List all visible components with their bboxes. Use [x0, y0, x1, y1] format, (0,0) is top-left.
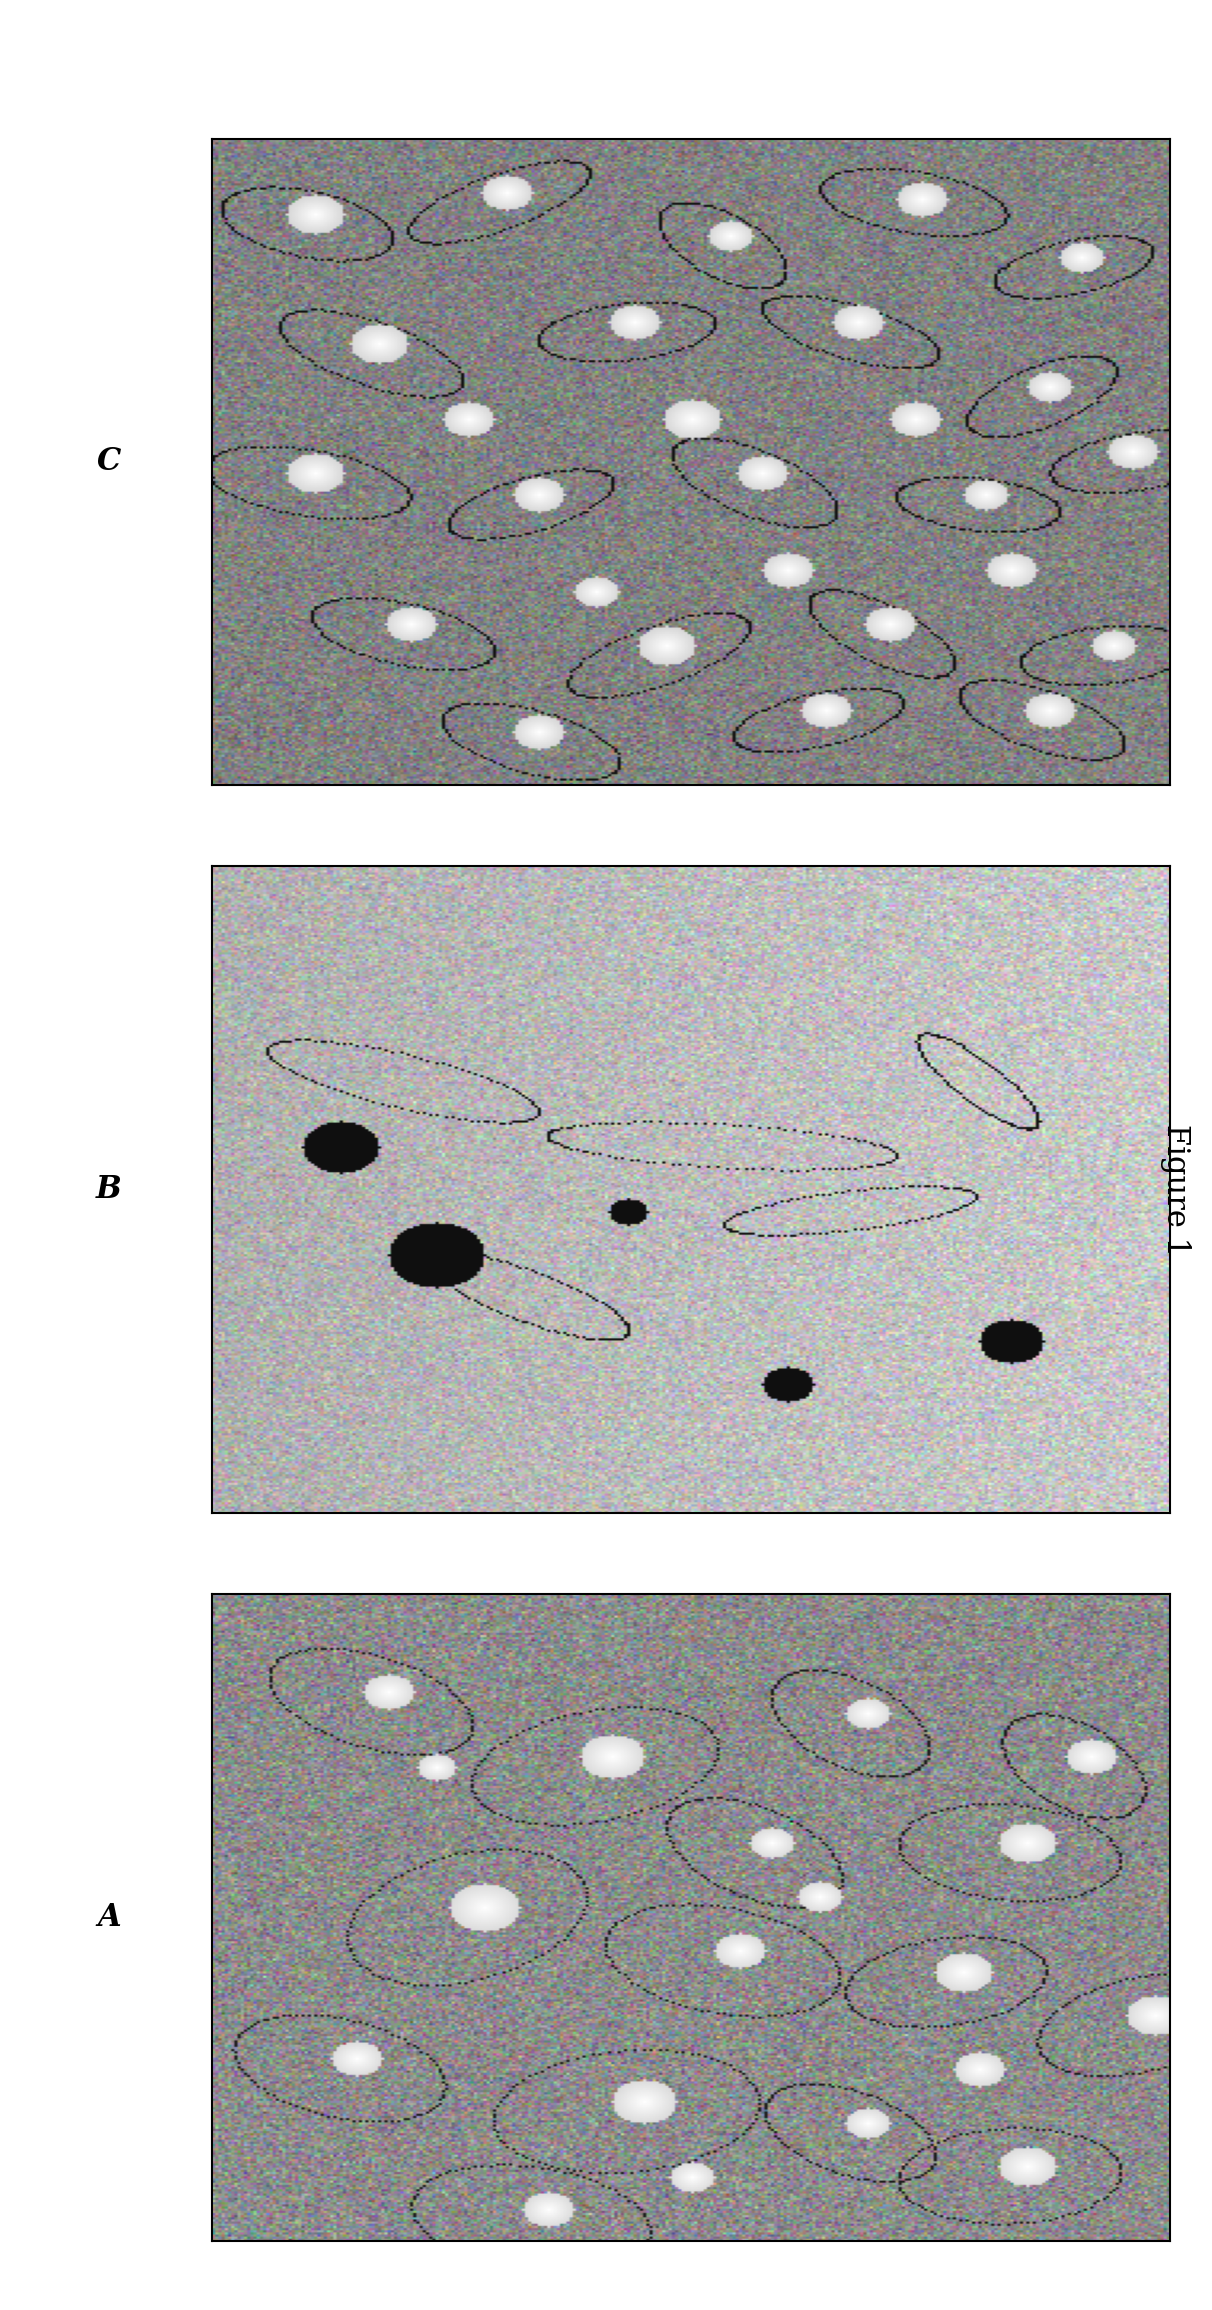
Text: C: C: [97, 446, 121, 478]
Text: A: A: [97, 1901, 121, 1933]
Text: B: B: [96, 1173, 122, 1206]
Text: Figure 1: Figure 1: [1160, 1123, 1191, 1257]
